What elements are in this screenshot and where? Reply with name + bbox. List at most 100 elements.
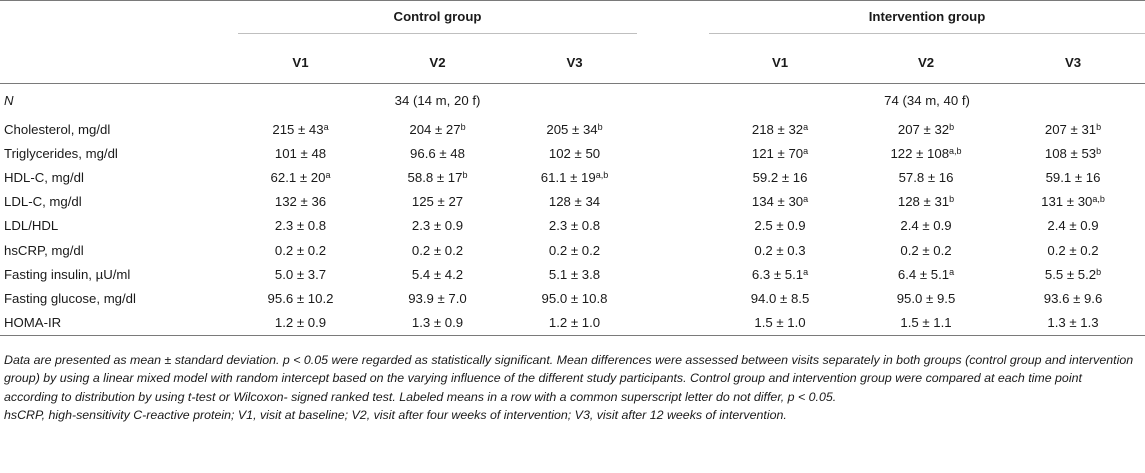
cell-value: 59.2 ± 16 [752, 169, 808, 185]
cell-superscript: a [803, 266, 809, 277]
table-cell: 95.0 ± 10.8 [506, 286, 643, 310]
cell-value: 0.2 ± 0.2 [1047, 242, 1099, 258]
cell-superscript: b [949, 121, 955, 132]
cell-value: 95.6 ± 10.2 [267, 290, 334, 306]
cell-value: 0.2 ± 0.2 [411, 242, 464, 258]
table-cell: 204 ± 27b [369, 117, 506, 141]
gap-cell [643, 41, 710, 84]
cell-superscript: b [1096, 121, 1102, 132]
cell-value: 5.0 ± 3.7 [274, 266, 327, 282]
cell-value: 207 ± 32 [897, 121, 950, 137]
cell-superscript: a [949, 266, 955, 277]
cell-value: 128 ± 31 [897, 194, 950, 210]
footnote-main: Data are presented as mean ± standard de… [4, 353, 1134, 404]
table-cell: 5.5 ± 5.2b [1001, 262, 1145, 286]
n-control-cell: 34 (14 m, 20 f) [394, 93, 481, 108]
row-label: LDL/HDL [4, 218, 59, 234]
cell-value: 205 ± 34 [546, 121, 598, 137]
control-group-header: Control group [232, 0, 644, 41]
table-cell: 215 ± 43a [232, 117, 369, 141]
cell-superscript: a [325, 169, 331, 180]
cell-value: 132 ± 36 [274, 194, 327, 210]
table-cell: 2.3 ± 0.8 [232, 214, 369, 238]
cell-value: 5.5 ± 5.2 [1044, 266, 1097, 282]
cell-value: 101 ± 48 [274, 145, 327, 161]
cell-value: 95.0 ± 10.8 [541, 290, 608, 306]
gap-cell [643, 310, 710, 336]
table-cell: 1.5 ± 1.0 [709, 310, 852, 336]
table-row: HDL-C, mg/dl 62.1 ± 20a 58.8 ± 17b 61.1 ± 1… [0, 165, 1145, 189]
visit-header-row: V1 V2 V3 V1 V2 V3 [0, 41, 1145, 84]
footnote-abbreviations: hsCRP, high-sensitivity C-reactive prote… [4, 408, 787, 423]
table-cell: 2.4 ± 0.9 [851, 214, 1001, 238]
table-cell: 93.6 ± 9.6 [1001, 286, 1145, 310]
cell-superscript: a [803, 194, 809, 205]
table-cell: 134 ± 30a [709, 190, 851, 214]
table-cell: 2.3 ± 0.8 [506, 214, 643, 238]
table-cell: 2.3 ± 0.9 [369, 214, 506, 238]
table-cell: 122 ± 108a,b [851, 141, 1001, 165]
gap-cell [643, 0, 710, 41]
gap-cell [643, 141, 709, 165]
table-cell: 218 ± 32a [709, 117, 851, 141]
table-cell: 1.2 ± 1.0 [506, 310, 644, 336]
table-row: HOMA-IR 1.2 ± 0.9 1.3 ± 0.9 1.2 ± 1.0 1.5 ± … [0, 310, 1145, 336]
cell-value: 94.0 ± 8.5 [750, 290, 810, 306]
cell-value: 1.3 ± 0.9 [411, 315, 464, 331]
gap-cell [643, 84, 709, 118]
row-label: Cholesterol, mg/dl [4, 121, 111, 137]
col-header-intervention-v2: V2 [851, 41, 1002, 84]
intervention-group-rule [709, 32, 1145, 34]
cell-value: 1.2 ± 1.0 [548, 315, 601, 331]
empty-header-cell [0, 41, 232, 84]
table-row: Triglycerides, mg/dl 101 ± 48 96.6 ± 48 102… [0, 141, 1145, 165]
cell-superscript: a,b [1092, 194, 1105, 205]
table-row: hsCRP, mg/dl 0.2 ± 0.2 0.2 ± 0.2 0.2 ± 0.2 0… [0, 238, 1145, 262]
table-cell: 5.4 ± 4.2 [369, 262, 506, 286]
cell-superscript: b [460, 121, 466, 132]
table-cell: 96.6 ± 48 [369, 141, 506, 165]
cell-value: 1.2 ± 0.9 [274, 315, 327, 331]
table-cell: 205 ± 34b [506, 117, 643, 141]
cell-value: 0.2 ± 0.2 [548, 242, 601, 258]
cell-value: 0.2 ± 0.2 [900, 242, 952, 258]
cell-value: 5.1 ± 3.8 [548, 266, 601, 282]
table-cell: 207 ± 31b [1001, 117, 1145, 141]
cell-superscript: a [803, 121, 809, 132]
cell-value: 1.5 ± 1.0 [754, 315, 806, 331]
cell-superscript: b [1096, 145, 1102, 156]
cell-value: 5.4 ± 4.2 [411, 266, 464, 282]
table-cell: 0.2 ± 0.2 [851, 238, 1001, 262]
control-group-label: Control group [393, 8, 482, 24]
table-cell: 94.0 ± 8.5 [709, 286, 851, 310]
cell-value: 218 ± 32 [751, 121, 804, 137]
cell-value: 1.3 ± 1.3 [1047, 315, 1099, 331]
table-cell: 5.0 ± 3.7 [232, 262, 369, 286]
table-cell: 108 ± 53b [1001, 141, 1145, 165]
gap-cell [643, 214, 709, 238]
table-cell: 131 ± 30a,b [1001, 190, 1145, 214]
table-cell: 1.5 ± 1.1 [851, 310, 1002, 336]
cell-value: 0.2 ± 0.2 [274, 242, 327, 258]
table-row: LDL-C, mg/dl 132 ± 36 125 ± 27 128 ± 34 134 … [0, 190, 1145, 214]
cell-value: 62.1 ± 20 [270, 169, 326, 185]
table-cell: 102 ± 50 [506, 141, 643, 165]
table-cell: 2.4 ± 0.9 [1001, 214, 1145, 238]
row-label: hsCRP, mg/dl [4, 242, 84, 258]
table-cell: 62.1 ± 20a [232, 165, 369, 189]
table-cell: 61.1 ± 19a,b [506, 165, 643, 189]
cell-value: 121 ± 70 [751, 145, 804, 161]
table-cell: 5.1 ± 3.8 [506, 262, 643, 286]
cell-value: 125 ± 27 [411, 194, 464, 210]
cell-value: 2.4 ± 0.9 [900, 218, 952, 234]
table-cell: 6.4 ± 5.1a [851, 262, 1001, 286]
cell-value: 93.6 ± 9.6 [1043, 290, 1103, 306]
cell-value: 128 ± 34 [548, 194, 601, 210]
cell-value: 102 ± 50 [548, 145, 601, 161]
intervention-group-label: Intervention group [868, 8, 986, 24]
cell-value: 0.2 ± 0.3 [754, 242, 806, 258]
table-cell: 207 ± 32b [851, 117, 1001, 141]
table-cell: 93.9 ± 7.0 [369, 286, 506, 310]
table-cell: 132 ± 36 [232, 190, 369, 214]
